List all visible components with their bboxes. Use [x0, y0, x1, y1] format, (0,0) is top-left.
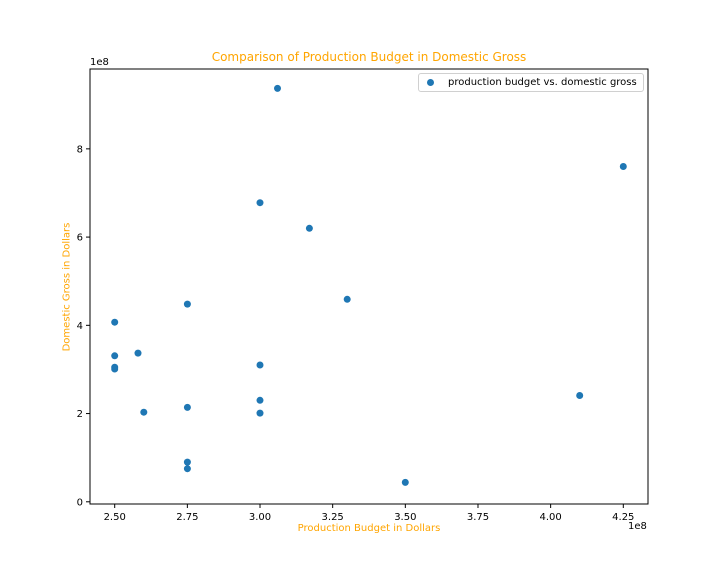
data-point [401, 478, 409, 486]
legend-marker [427, 79, 434, 86]
y-tick-label: 6 [77, 233, 83, 244]
data-point [256, 409, 264, 417]
legend-label: production budget vs. domestic gross [448, 77, 637, 88]
x-axis-offset-label: 1e8 [628, 521, 647, 532]
data-point [111, 352, 119, 360]
data-point [111, 365, 119, 373]
y-tick-label: 0 [77, 497, 83, 508]
x-tick-label: 2.75 [176, 512, 198, 523]
x-tick-label: 2.50 [104, 512, 126, 523]
data-point [274, 84, 281, 92]
x-tick-label: 3.00 [249, 512, 271, 523]
y-axis-label: Domestic Gross in Dollars [61, 222, 73, 352]
x-tick-label: 3.25 [322, 512, 344, 523]
data-point [134, 349, 142, 357]
y-axis: 0 2 4 6 8 [77, 144, 90, 508]
data-point [140, 408, 148, 416]
y-tick-label: 4 [77, 321, 83, 332]
data-point [183, 403, 191, 411]
data-point [256, 361, 264, 369]
plot-area-frame [89, 68, 649, 505]
x-axis-label: Production Budget in Dollars [297, 523, 441, 534]
y-tick-label: 8 [77, 144, 83, 155]
legend: production budget vs. domestic gross [418, 73, 644, 92]
y-axis-offset-label: 1e8 [90, 57, 109, 68]
chart-title: Comparison of Production Budget in Domes… [211, 50, 527, 64]
y-tick-label: 2 [77, 409, 83, 420]
data-point [305, 224, 313, 232]
data-point [576, 392, 584, 399]
data-point [619, 163, 627, 170]
x-axis: 2.50 2.75 3.00 3.25 3.50 3.75 4.00 4.25 [104, 504, 634, 523]
data-point [256, 199, 264, 207]
data-point [183, 300, 191, 308]
data-point [343, 295, 351, 303]
x-tick-label: 4.00 [540, 512, 562, 523]
x-tick-label: 3.50 [394, 512, 416, 523]
x-tick-label: 4.25 [612, 512, 634, 523]
data-point [183, 465, 191, 473]
data-point [256, 396, 264, 404]
data-point [183, 458, 191, 466]
data-point [111, 318, 119, 326]
x-tick-label: 3.75 [467, 512, 489, 523]
